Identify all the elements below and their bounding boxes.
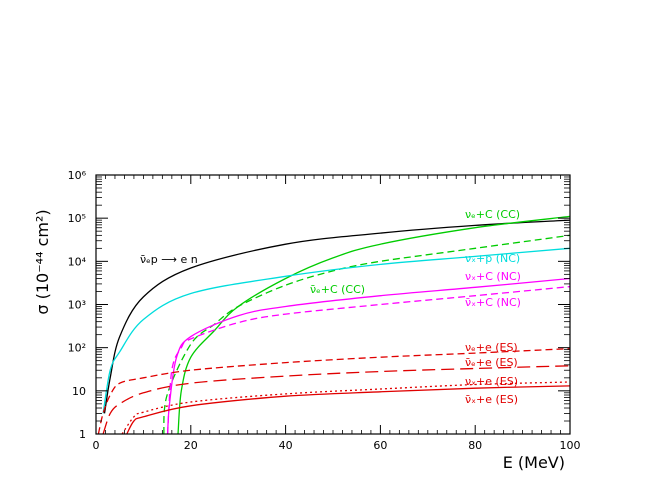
series-line-7	[102, 365, 571, 435]
series-label-0: ν̄ₑp ⟶ e n	[140, 253, 198, 266]
series-label-8: νₓ+e (ES)	[465, 375, 518, 388]
x-tick-label: 20	[184, 439, 198, 452]
y-tick-label: 10²	[68, 342, 86, 355]
series-line-5	[166, 285, 571, 435]
series-label-6: νₑ+e (ES)	[465, 341, 518, 354]
series-line-0	[103, 219, 571, 414]
series-label-4: ν̄ₑ+C (CC)	[310, 283, 365, 296]
x-tick-label: 60	[373, 439, 387, 452]
x-tick-label: 40	[279, 439, 293, 452]
x-tick-label: 0	[93, 439, 100, 452]
series-label-1: νₑ+C (CC)	[465, 208, 520, 221]
series-line-8	[121, 381, 571, 435]
series-line-2	[163, 234, 571, 435]
series-label-5: ν̄ₓ+C (NC)	[465, 296, 521, 309]
y-axis-label: σ (10⁻⁴⁴ cm²)	[33, 209, 52, 314]
axis-ticks	[95, 174, 571, 435]
series-line-9	[126, 385, 571, 435]
x-tick-label: 80	[468, 439, 482, 452]
y-tick-label: 10⁵	[68, 212, 86, 225]
y-tick-label: 10⁶	[68, 169, 87, 182]
series-label-9: ν̄ₓ+e (ES)	[465, 393, 518, 406]
series-label-3: νₓ+C (NC)	[465, 270, 521, 283]
series-line-3	[102, 247, 571, 414]
series-line-6	[97, 347, 571, 435]
series-line-4	[166, 277, 571, 435]
x-tick-label: 100	[560, 439, 581, 452]
y-tick-label: 10	[72, 385, 86, 398]
x-axis-label: E (MeV)	[503, 453, 565, 472]
y-tick-label: 10⁴	[68, 255, 87, 268]
series-label-2: νₓ+p (NC)	[465, 252, 520, 265]
y-tick-label: 1	[79, 428, 86, 441]
tick-labels: 0 20 40 60 80 100 1 10 10² 10³ 10⁴ 10⁵ 10⁶	[68, 169, 581, 452]
series-curves	[97, 215, 571, 435]
y-tick-label: 10³	[68, 299, 86, 312]
series-labels: ν̄ₑp ⟶ e n νₑ+C (CC) νₓ+p (NC) νₓ+C (NC) ν̄ₑ…	[140, 208, 521, 406]
series-label-7: ν̄ₑ+e (ES)	[465, 356, 518, 369]
